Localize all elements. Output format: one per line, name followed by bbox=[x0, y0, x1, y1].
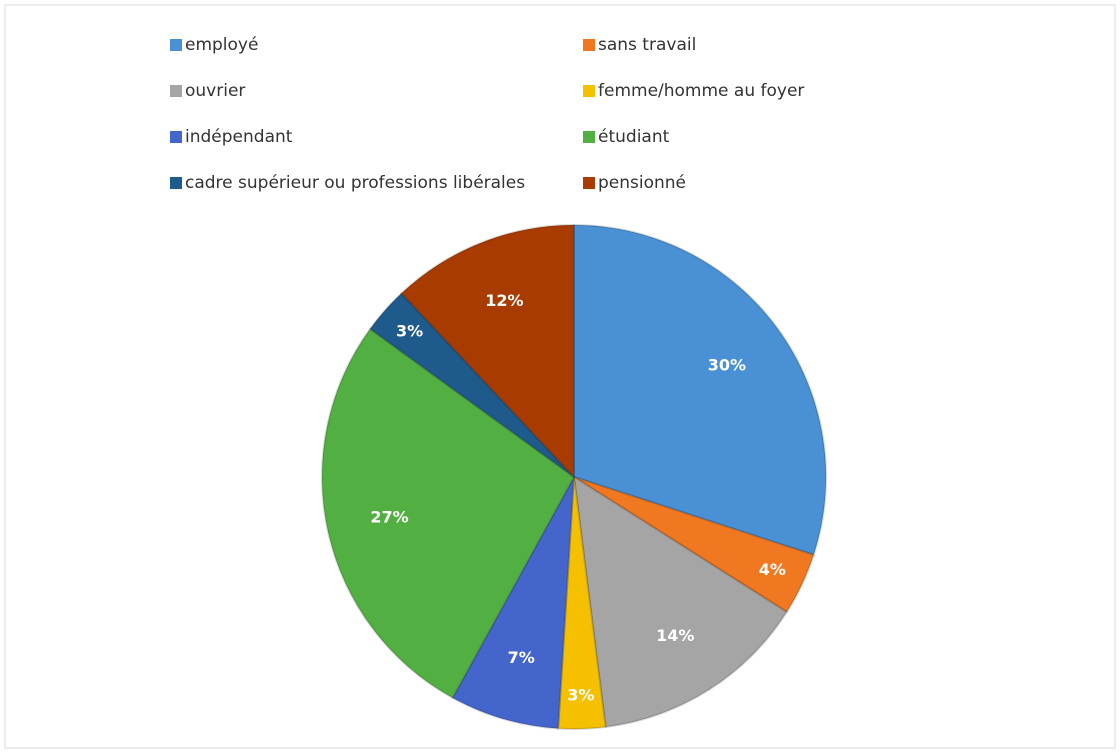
legend-swatch bbox=[583, 177, 595, 189]
pie-slice bbox=[368, 291, 575, 478]
legend-label: femme/homme au foyer bbox=[598, 81, 804, 101]
legend-label: employé bbox=[185, 35, 258, 55]
data-label: 30% bbox=[708, 355, 746, 374]
data-label: 14% bbox=[656, 626, 694, 645]
pie-slice bbox=[557, 476, 607, 730]
data-label: 7% bbox=[508, 648, 535, 667]
data-label: 3% bbox=[396, 322, 423, 341]
pie-slice bbox=[321, 327, 576, 700]
data-label: 3% bbox=[567, 686, 594, 705]
pie-slice bbox=[451, 476, 575, 730]
legend-swatch bbox=[170, 131, 182, 143]
legend-label: indépendant bbox=[185, 127, 293, 147]
legend-label: ouvrier bbox=[185, 81, 245, 101]
legend-label: cadre supérieur ou professions libérales bbox=[185, 173, 525, 193]
legend-swatch bbox=[583, 39, 595, 51]
pie-slice bbox=[573, 476, 815, 614]
data-label: 4% bbox=[759, 560, 786, 579]
legend-label: étudiant bbox=[598, 127, 670, 147]
legend-label: pensionné bbox=[598, 173, 686, 193]
pie-slice bbox=[572, 475, 789, 729]
data-label: 27% bbox=[370, 508, 408, 527]
legend-swatch bbox=[170, 39, 182, 51]
legend-swatch bbox=[583, 131, 595, 143]
data-label: 12% bbox=[485, 291, 523, 310]
pie-slice bbox=[573, 223, 827, 557]
pie-slice bbox=[400, 223, 575, 480]
legend-swatch bbox=[170, 177, 182, 189]
legend-swatch bbox=[583, 85, 595, 97]
legend-swatch bbox=[170, 85, 182, 97]
legend-label: sans travail bbox=[598, 35, 696, 55]
